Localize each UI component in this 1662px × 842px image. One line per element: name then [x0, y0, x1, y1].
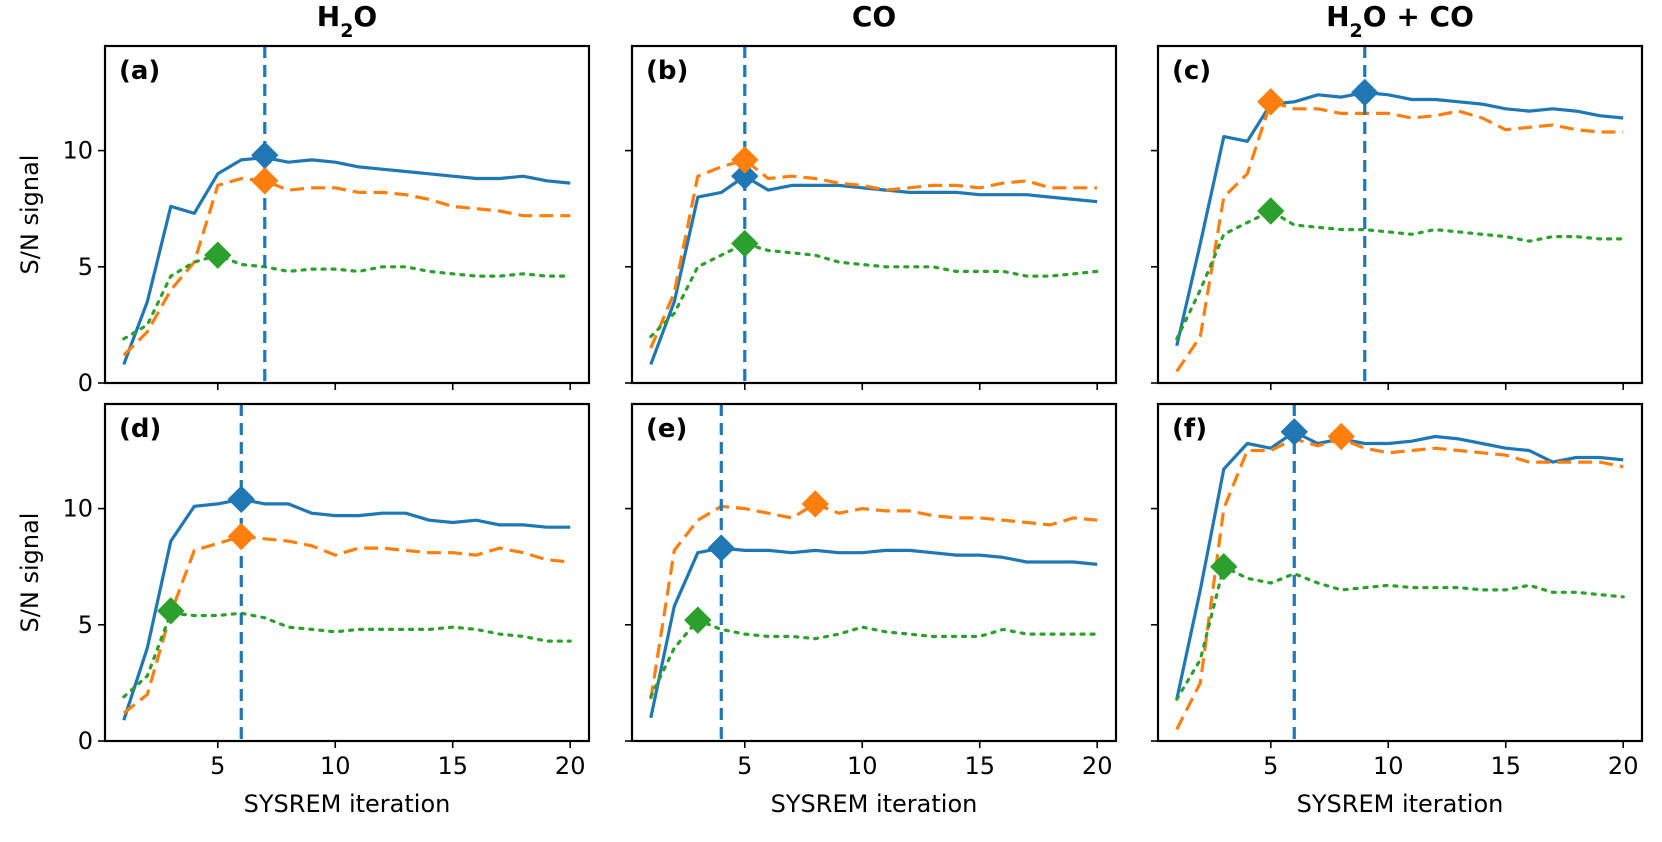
panel-1-label: (a) — [119, 56, 160, 86]
panel-4-label: (d) — [119, 414, 161, 444]
panel-1-series-1-line — [122, 156, 571, 365]
panel-2-series-3-marker — [731, 229, 759, 258]
panel-6-series-2-line — [1175, 437, 1624, 731]
panel-5-xtick-label-10: 10 — [847, 752, 878, 780]
panel-2-series-3-line — [649, 242, 1099, 339]
panel-1-series-2-line — [122, 176, 571, 357]
panel-5-xtick-label-15: 15 — [964, 752, 995, 780]
panel-5-series-2-line — [649, 502, 1098, 700]
panel-5-series-3-marker — [684, 606, 712, 634]
panel-4-series-2-marker — [227, 522, 255, 551]
panel-1-ytick-label-5: 5 — [78, 253, 93, 281]
column-title-1: H2O — [317, 0, 377, 42]
panel-3-label: (c) — [1172, 56, 1211, 86]
panel-5-label: (e) — [646, 414, 687, 444]
panel-4-series-1-line — [122, 497, 571, 721]
panel-6-series-1-marker — [1280, 418, 1308, 446]
panel-5-series-1-marker — [707, 534, 735, 562]
panel-4-series-2-line — [122, 534, 571, 715]
panel-6-xlabel: SYSREM iteration — [1297, 790, 1504, 818]
panel-4-series-3-line — [122, 611, 572, 699]
panel-3-series-3-marker — [1257, 197, 1285, 225]
panel-5-xlabel: SYSREM iteration — [771, 790, 978, 818]
panel-6-xtick-label-15: 15 — [1490, 752, 1521, 780]
panel-6-frame — [1156, 402, 1644, 743]
panel-4-ytick-label-10: 10 — [62, 495, 93, 523]
panel-3-series-3-line — [1175, 209, 1625, 341]
panel-3-frame — [1156, 44, 1644, 385]
panel-3-series-2-line — [1175, 100, 1624, 373]
panel-4-ytick-label-0: 0 — [78, 727, 93, 755]
panel-6-label: (f) — [1172, 414, 1207, 444]
panel-2-series-2-line — [649, 158, 1098, 349]
panel-2-series-1-line — [649, 174, 1098, 365]
panel-1-ytick-label-0: 0 — [78, 369, 93, 397]
panel-1-series-2-marker — [251, 167, 279, 195]
panel-6-series-3-marker — [1210, 552, 1238, 581]
panel-2-label: (b) — [646, 56, 688, 86]
panel-4-frame — [103, 402, 591, 743]
panel-4-xtick-label-20: 20 — [555, 752, 586, 780]
panel-5-xtick-label-5: 5 — [737, 752, 752, 780]
panel-6-series-1-line — [1175, 430, 1624, 700]
panel-4-xlabel: SYSREM iteration — [244, 790, 451, 818]
panel-5-frame — [630, 402, 1118, 743]
column-title-2: CO — [852, 0, 896, 33]
panel-1-ylabel: S/N signal — [16, 155, 44, 275]
panel-4-series-1-marker — [227, 485, 255, 513]
panel-4-xtick-label-10: 10 — [320, 752, 351, 780]
panel-1-series-3-line — [122, 253, 572, 341]
panel-2-series-1-marker — [731, 162, 759, 190]
panel-4-series-3-marker — [157, 597, 185, 625]
panel-4-xtick-label-15: 15 — [437, 752, 468, 780]
panel-3-series-1-marker — [1351, 78, 1379, 107]
panel-6-xtick-label-20: 20 — [1608, 752, 1639, 780]
panel-6-series-2-marker — [1327, 422, 1355, 451]
panel-1-series-3-marker — [204, 241, 232, 269]
panel-5-series-2-marker — [801, 490, 829, 518]
panel-4-ylabel: S/N signal — [16, 513, 44, 633]
panel-1-series-1-marker — [251, 141, 279, 169]
panel-5-series-3-line — [649, 618, 1099, 699]
panel-1-ytick-label-10: 10 — [62, 137, 93, 165]
panel-6-xtick-label-10: 10 — [1373, 752, 1404, 780]
panel-6-xtick-label-5: 5 — [1263, 752, 1278, 780]
panel-1-frame — [103, 44, 591, 385]
panel-4-ytick-label-5: 5 — [78, 611, 93, 639]
panel-3-series-1-line — [1175, 90, 1624, 347]
panel-3-series-2-marker — [1257, 88, 1285, 116]
panel-2-frame — [630, 44, 1118, 385]
panel-6-series-3-line — [1175, 565, 1625, 701]
panel-2-series-2-marker — [731, 146, 759, 174]
column-title-3: H2O + CO — [1326, 0, 1474, 42]
panel-5-xtick-label-20: 20 — [1082, 752, 1113, 780]
panel-4-xtick-label-5: 5 — [210, 752, 225, 780]
